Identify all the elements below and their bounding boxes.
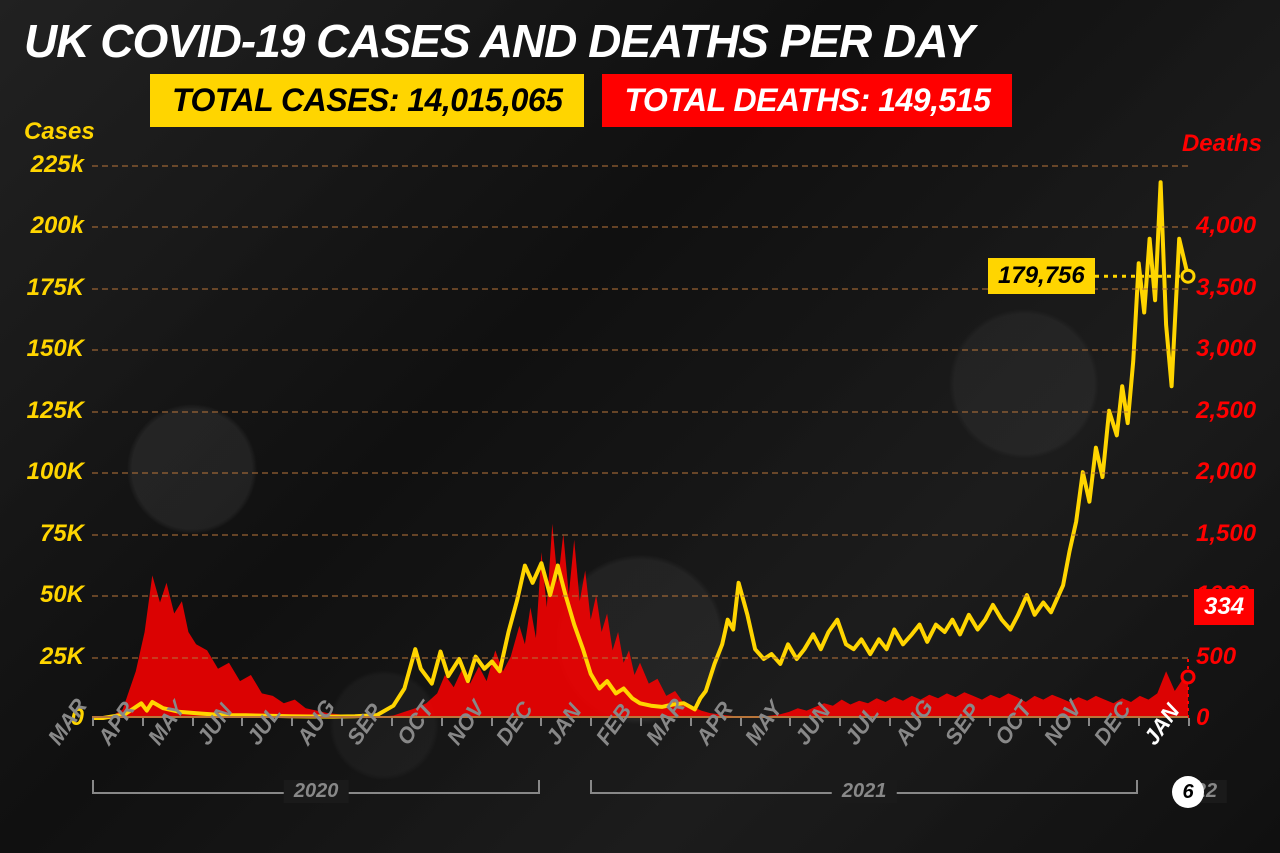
cases-endpoint-marker bbox=[1182, 270, 1194, 282]
right-axis-title: Deaths bbox=[1182, 130, 1262, 158]
y-tick-left: 75K bbox=[14, 520, 84, 548]
y-tick-left: 225k bbox=[14, 151, 84, 179]
x-tick-mark bbox=[291, 718, 293, 726]
x-tick-mark bbox=[1138, 718, 1140, 726]
x-tick-mark bbox=[491, 718, 493, 726]
x-tick-mark bbox=[142, 718, 144, 726]
y-tick-right: 2,000 bbox=[1196, 458, 1266, 486]
grid-line bbox=[92, 472, 1188, 474]
y-tick-left: 100K bbox=[14, 458, 84, 486]
chart-area: 025K50K75K100K125K150K175K200k225k050010… bbox=[92, 165, 1188, 718]
grid-line bbox=[92, 411, 1188, 413]
x-tick-mark bbox=[839, 718, 841, 726]
chart-svg bbox=[92, 165, 1188, 718]
total-deaths-box: TOTAL DEATHS: 149,515 bbox=[602, 74, 1012, 127]
x-tick-mark bbox=[1188, 718, 1190, 726]
total-cases-box: TOTAL CASES: 14,015,065 bbox=[150, 74, 584, 127]
grid-line bbox=[92, 534, 1188, 536]
x-tick-mark bbox=[889, 718, 891, 726]
stat-row: TOTAL CASES: 14,015,065 TOTAL DEATHS: 14… bbox=[0, 74, 1280, 127]
x-tick-label: MAR bbox=[43, 694, 93, 750]
y-tick-left: 125K bbox=[14, 397, 84, 425]
grid-line bbox=[92, 165, 1188, 167]
y-tick-left: 200k bbox=[14, 212, 84, 240]
left-axis-title: Cases bbox=[24, 118, 95, 146]
deaths-endpoint-marker bbox=[1182, 671, 1194, 683]
year-label: 2020 bbox=[284, 780, 349, 803]
year-label: 2021 bbox=[832, 780, 897, 803]
chart-container: UK COVID-19 CASES AND DEATHS PER DAY TOT… bbox=[0, 0, 1280, 853]
x-tick-mark bbox=[391, 718, 393, 726]
deaths-callout: 334 bbox=[1194, 589, 1254, 625]
x-tick-mark bbox=[939, 718, 941, 726]
y-tick-right: 2,500 bbox=[1196, 397, 1266, 425]
grid-line bbox=[92, 595, 1188, 597]
x-tick-mark bbox=[540, 718, 542, 726]
x-tick-mark bbox=[441, 718, 443, 726]
cases-callout: 179,756 bbox=[988, 258, 1095, 294]
x-tick-mark bbox=[1039, 718, 1041, 726]
x-tick-mark bbox=[690, 718, 692, 726]
y-tick-left: 50K bbox=[14, 581, 84, 609]
x-tick-mark bbox=[640, 718, 642, 726]
y-tick-left: 175K bbox=[14, 274, 84, 302]
grid-line bbox=[92, 657, 1188, 659]
deaths-area bbox=[92, 524, 1188, 718]
grid-line bbox=[92, 226, 1188, 228]
y-tick-right: 0 bbox=[1196, 704, 1266, 732]
x-tick-mark bbox=[241, 718, 243, 726]
y-tick-right: 500 bbox=[1196, 643, 1266, 671]
y-tick-right: 1,500 bbox=[1196, 520, 1266, 548]
y-tick-left: 150K bbox=[14, 335, 84, 363]
x-tick-mark bbox=[989, 718, 991, 726]
x-tick-mark bbox=[740, 718, 742, 726]
x-tick-mark bbox=[192, 718, 194, 726]
y-tick-right: 3,000 bbox=[1196, 335, 1266, 363]
x-tick-mark bbox=[1088, 718, 1090, 726]
x-tick-mark bbox=[590, 718, 592, 726]
x-tick-mark bbox=[92, 718, 94, 726]
x-tick-mark bbox=[789, 718, 791, 726]
chart-title: UK COVID-19 CASES AND DEATHS PER DAY bbox=[0, 0, 1280, 78]
grid-line bbox=[92, 349, 1188, 351]
x-tick-mark bbox=[341, 718, 343, 726]
y-tick-left: 25K bbox=[14, 643, 84, 671]
date-marker-circle: 6 bbox=[1172, 776, 1204, 808]
y-tick-right: 4,000 bbox=[1196, 212, 1266, 240]
y-tick-right: 3,500 bbox=[1196, 274, 1266, 302]
